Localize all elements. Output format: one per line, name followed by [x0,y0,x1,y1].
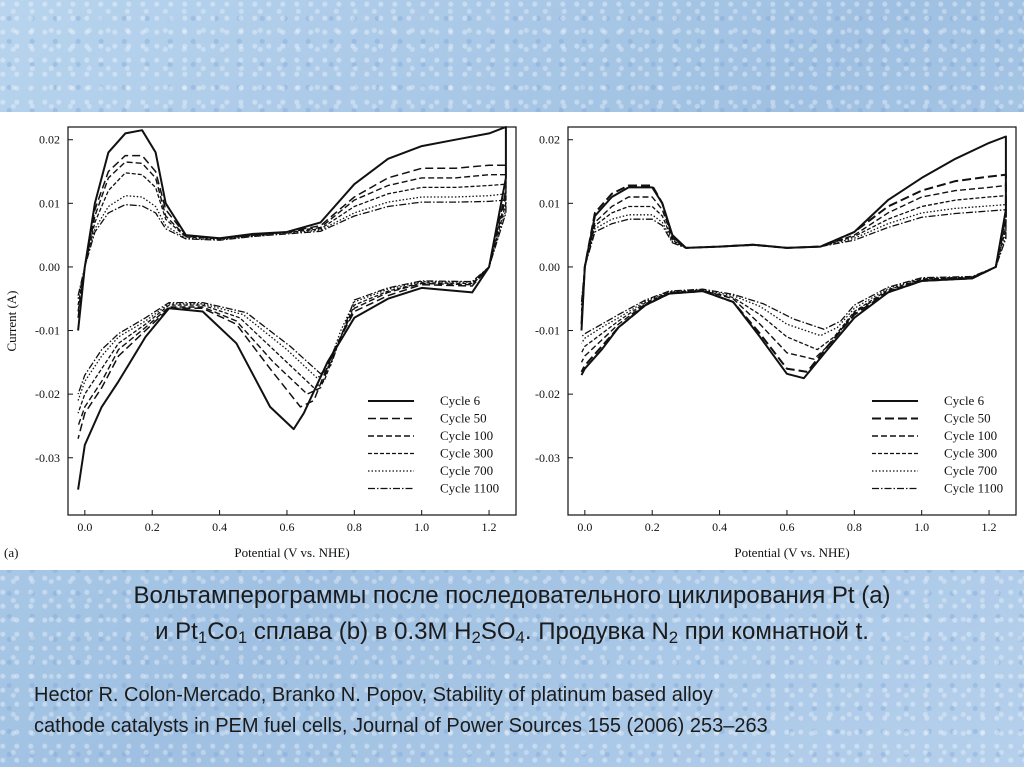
y-tick-label: -0.02 [535,387,560,401]
legend-label: Cycle 100 [440,428,493,443]
caption-part: сплава (b) в 0.3M H [247,618,472,645]
x-tick-label: 0.0 [77,520,92,534]
legend-label: Cycle 700 [440,463,493,478]
legend-label: Cycle 1100 [944,481,1003,496]
legend-label: Cycle 6 [440,393,481,408]
x-tick-label: 0.6 [779,520,794,534]
citation-line-2: cathode catalysts in PEM fuel cells, Jou… [34,715,768,737]
caption-subscript: 2 [471,628,481,648]
caption-line-1: Вольтамперограммы после последовательног… [133,582,891,609]
x-tick-label: 0.0 [577,520,592,534]
y-tick-label: 0.01 [539,196,560,210]
citation: Hector R. Colon-Mercado, Branko N. Popov… [34,680,1014,742]
y-tick-label: 0.01 [39,196,60,210]
legend-label: Cycle 300 [440,446,493,461]
x-tick-label: 0.2 [645,520,660,534]
caption-part: при комнатной t. [678,618,869,645]
panel-label: (a) [4,545,18,560]
y-tick-label: 0.00 [539,260,560,274]
x-tick-label: 0.2 [145,520,160,534]
y-tick-label: -0.01 [35,324,60,338]
y-tick-label: -0.01 [535,324,560,338]
chart-a: 0.02 0.01 0.00 -0.01 -0.02 -0.03 0.0 0.2 0.4 0.6 0… [4,126,517,560]
series-line [77,172,507,414]
series-line [77,126,507,490]
caption-subscript: 4 [515,628,525,648]
legend-label: Cycle 6 [944,393,985,408]
caption-subscript: 1 [237,628,248,648]
x-tick-label: 0.8 [847,520,862,534]
caption-part: Co [207,618,238,645]
series-line [580,173,1007,373]
x-tick-label: 1.2 [482,520,497,534]
legend-label: Cycle 700 [944,463,997,478]
series-line [580,195,1007,354]
x-tick-label: 0.4 [212,520,227,534]
caption-subscript: 2 [668,628,679,648]
y-tick-label: 0.02 [539,133,560,147]
y-tick-label: 0.00 [39,260,60,274]
legend-label: Cycle 300 [944,446,997,461]
plot-frame [67,126,517,516]
y-tick-label: -0.03 [35,451,60,465]
citation-line-1: Hector R. Colon-Mercado, Branko N. Popov… [34,684,713,706]
x-tick-label: 0.6 [279,520,294,534]
chart-b: 0.02 0.01 0.00 -0.01 -0.02 -0.03 0.0 0.2 0.4 0.6 0… [535,126,1017,560]
series-line [77,193,507,401]
series-line [77,161,507,427]
y-tick-label: 0.02 [39,133,60,147]
figure-caption: Вольтамперограммы после последовательног… [0,578,1024,656]
series-line [580,209,1007,338]
figure-panel: 0.02 0.01 0.00 -0.01 -0.02 -0.03 0.0 0.2 0.4 0.6 0… [0,112,1024,570]
x-axis-label: Potential (V vs. NHE) [234,545,349,560]
legend-label: Cycle 50 [440,411,487,426]
series-line [77,154,507,439]
x-tick-label: 1.0 [914,520,929,534]
series-line [580,135,1007,380]
caption-subscript: 1 [197,628,208,648]
x-tick-label: 0.4 [712,520,727,534]
caption-part: . Продувка N [524,618,669,645]
legend-label: Cycle 50 [944,411,991,426]
y-axis-label: Current (A) [4,290,19,351]
x-tick-label: 1.0 [414,520,429,534]
legend-label: Cycle 100 [944,428,997,443]
legend-label: Cycle 1100 [440,481,499,496]
series-line [580,184,1007,363]
caption-line-2: и Pt1Co1 сплава (b) в 0.3M H2SO4. Продув… [0,614,1024,656]
caption-part: и Pt [155,618,198,645]
y-tick-label: -0.03 [535,451,560,465]
x-tick-label: 0.8 [347,520,362,534]
x-axis-label: Potential (V vs. NHE) [734,545,849,560]
plot-frame [567,126,1017,516]
caption-part: SO [480,618,516,645]
series-line [77,199,507,395]
series-line [580,203,1007,344]
y-tick-label: -0.02 [35,387,60,401]
x-tick-label: 1.2 [982,520,997,534]
